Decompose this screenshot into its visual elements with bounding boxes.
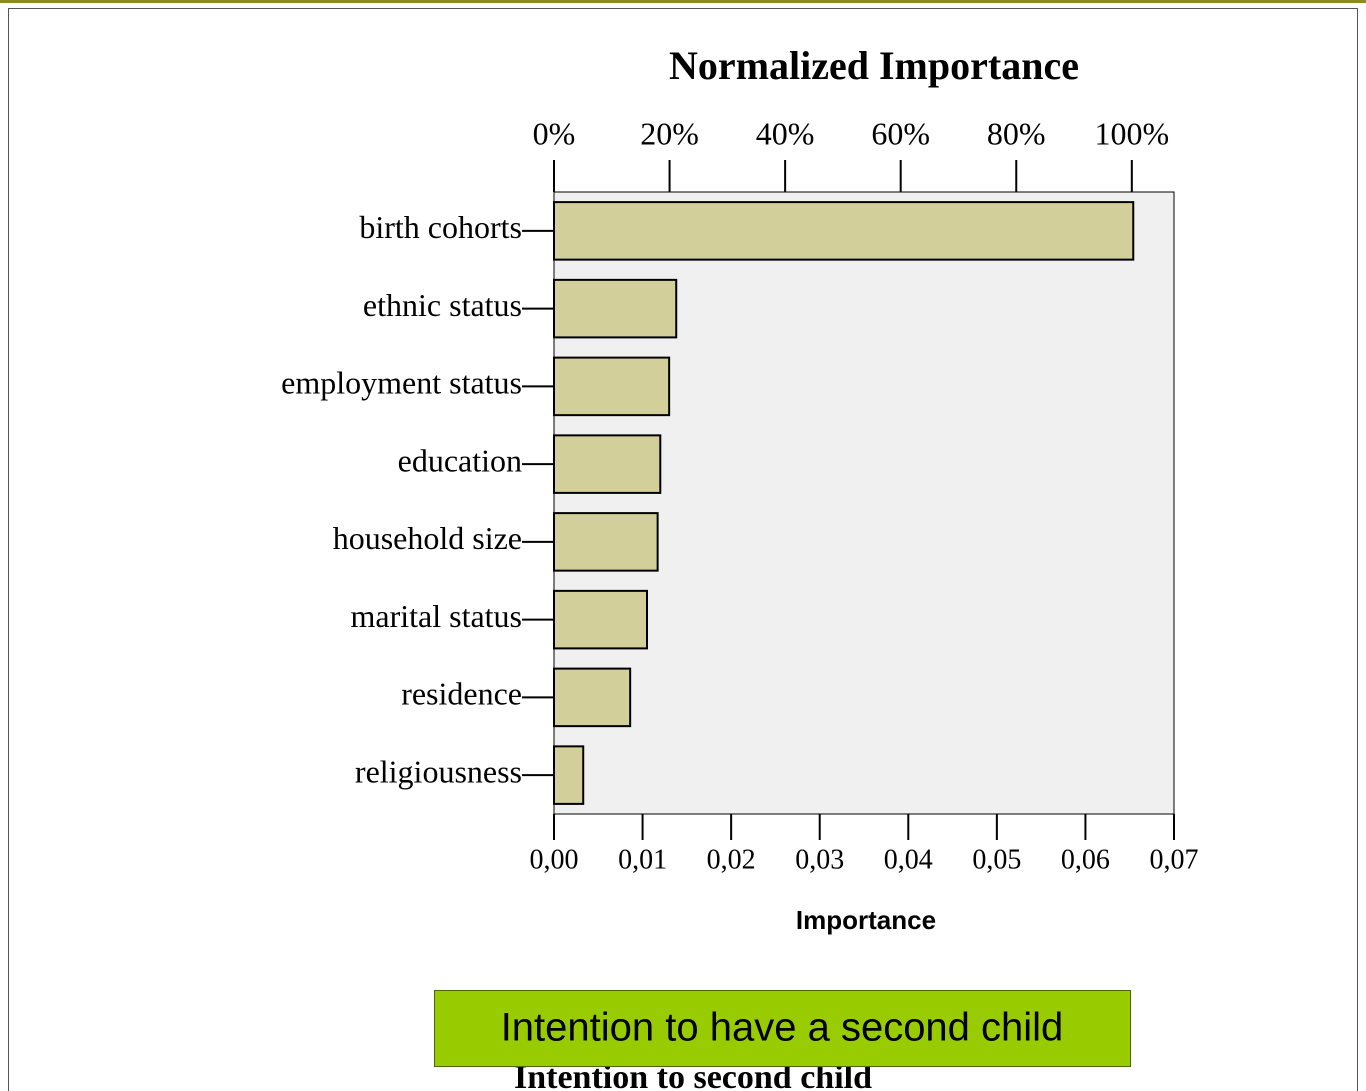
x2-tick-label: 80% bbox=[987, 115, 1046, 151]
bar bbox=[553, 745, 585, 805]
category-label: household size bbox=[333, 520, 522, 556]
x-tick-label: 0,04 bbox=[884, 844, 933, 875]
frame bbox=[8, 8, 1358, 1091]
category-label: residence bbox=[401, 676, 522, 712]
caption-box bbox=[434, 990, 1131, 1067]
x-tick-label: 0,02 bbox=[707, 844, 756, 875]
x2-tick-label: 0% bbox=[533, 115, 576, 151]
bar bbox=[553, 278, 678, 339]
bar bbox=[553, 434, 662, 494]
x-tick-label: 0,07 bbox=[1150, 844, 1199, 875]
x-tick-label: 0,01 bbox=[618, 844, 667, 875]
category-label: birth cohorts bbox=[359, 209, 522, 245]
top-rule bbox=[0, 0, 1366, 3]
x2-tick-label: 60% bbox=[871, 115, 930, 151]
bar bbox=[553, 356, 671, 417]
x2-tick-label: 20% bbox=[640, 115, 699, 151]
category-label: ethnic status bbox=[363, 287, 522, 323]
x-tick-label: 0,03 bbox=[795, 844, 844, 875]
caption: Intention to have a second child bbox=[501, 1006, 1064, 1050]
category-label: religiousness bbox=[355, 753, 522, 789]
x2-tick-label: 40% bbox=[756, 115, 815, 151]
bar bbox=[553, 589, 648, 650]
category-label: marital status bbox=[350, 598, 522, 634]
x2-tick-label: 100% bbox=[1094, 115, 1169, 151]
x-tick-label: 0,00 bbox=[530, 844, 579, 875]
category-label: employment status bbox=[281, 365, 522, 401]
x-tick-label: 0,06 bbox=[1061, 844, 1110, 875]
x-axis-label: Importance bbox=[796, 905, 936, 935]
category-label: education bbox=[398, 442, 522, 478]
bar bbox=[553, 201, 1135, 261]
chart-title: Normalized Importance bbox=[669, 43, 1079, 88]
x-tick-label: 0,05 bbox=[972, 844, 1021, 875]
bar bbox=[553, 667, 632, 728]
bar bbox=[553, 512, 659, 572]
plot: birth cohorts ethnic status employment sta… bbox=[281, 115, 1198, 875]
